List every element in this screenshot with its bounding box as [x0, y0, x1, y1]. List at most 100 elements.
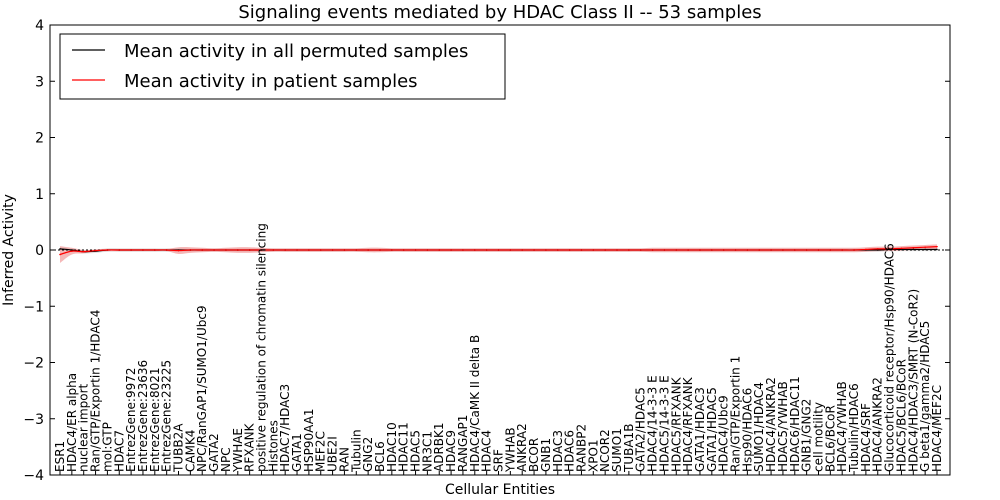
data-point: [154, 249, 156, 251]
x-tick-label: RAN: [337, 447, 351, 472]
data-point: [225, 249, 227, 251]
x-tick-label: RFXANK: [243, 422, 257, 472]
data-point: [651, 249, 654, 251]
data-point: [391, 249, 393, 251]
data-point: [319, 249, 322, 251]
data-point: [142, 249, 144, 251]
data-point: [853, 249, 855, 251]
data-point: [699, 249, 701, 251]
x-tick-label: BCOR: [527, 438, 541, 472]
data-point: [545, 249, 547, 251]
y-tick-label: −3: [23, 412, 44, 428]
data-point: [805, 249, 808, 251]
x-tick-label: Tubulin/HDAC6: [847, 383, 861, 473]
data-point: [722, 249, 725, 251]
data-point: [592, 249, 595, 251]
x-tick-label: SUMO1: [610, 428, 624, 472]
x-tick-label: cell motility: [811, 402, 825, 472]
data-point: [521, 249, 524, 251]
x-tick-label: HDAC5: [409, 430, 423, 472]
data-point: [876, 248, 879, 250]
x-tick-label: HDAC6: [563, 430, 577, 472]
x-tick-label: HDAC5/YWHAB: [776, 381, 790, 472]
x-tick-label: HDAC4/ANKRA2: [871, 377, 885, 472]
data-point: [236, 249, 239, 251]
x-tick-label: HDAC7/HDAC3: [278, 384, 292, 472]
legend-label-patient: Mean activity in patient samples: [124, 71, 418, 92]
legend-box: [59, 33, 506, 100]
data-point: [59, 253, 61, 256]
x-tick-label: HDAC4/RFXANK: [681, 376, 695, 472]
x-tick-label: EntrezGene:8021: [148, 368, 162, 473]
data-point: [936, 248, 938, 251]
data-point: [82, 250, 85, 253]
x-tick-label: BCL6: [373, 441, 387, 472]
data-point: [924, 248, 926, 251]
data-point: [568, 249, 571, 251]
data-point: [59, 248, 61, 250]
x-tick-label: EntrezGene:23636: [136, 360, 150, 472]
x-tick-label: HDAC4/CaMK II delta B: [468, 335, 482, 472]
data-point: [888, 248, 891, 250]
x-tick-label: Glucocorticoid receptor/Hsp90/HDAC6: [883, 243, 897, 472]
data-point: [758, 249, 761, 251]
x-tick-label: MEF2C: [314, 431, 328, 472]
x-tick-label: positive regulation of chromatin silenci…: [254, 223, 268, 472]
data-point: [402, 249, 405, 251]
data-point: [260, 249, 263, 251]
y-tick-label: 3: [35, 74, 44, 90]
x-tick-label: YWHAB: [503, 427, 517, 473]
x-tick-label: HDAC4/ER alpha: [65, 373, 79, 472]
data-point: [711, 249, 713, 251]
x-axis-label: Cellular Entities: [445, 482, 555, 498]
data-point: [829, 249, 832, 251]
x-tick-label: HDAC10: [385, 422, 399, 472]
data-point: [296, 249, 298, 251]
x-tick-label: XPO1: [586, 439, 600, 472]
x-tick-label: NCOR2: [598, 429, 612, 472]
x-tick-label: HDAC5/14-3-3 E: [657, 375, 671, 472]
data-point: [604, 249, 606, 251]
data-point: [580, 249, 583, 251]
x-tick-label: TUBA1B: [622, 424, 636, 473]
x-tick-label: SUMO1/HDAC4: [752, 382, 766, 472]
data-point: [639, 249, 642, 251]
x-tick-label: HDAC4: [480, 430, 494, 472]
y-tick-label: −4: [23, 468, 44, 484]
data-point: [616, 249, 618, 251]
data-point: [556, 249, 559, 251]
data-point: [876, 249, 879, 251]
x-tick-label: HDAC4/MEF2C: [930, 385, 944, 472]
x-tick-label: GATA1/HDAC3: [693, 387, 707, 472]
data-point: [426, 249, 429, 251]
data-point: [462, 249, 464, 251]
data-point: [912, 246, 915, 249]
x-tick-label: ADRBK1: [432, 422, 446, 472]
x-tick-label: RANGAP1: [456, 415, 470, 472]
data-point: [817, 249, 820, 251]
data-point: [201, 249, 204, 251]
x-tick-label: HDAC4/HDAC3/SMRT (N-CoR2): [906, 289, 920, 472]
data-point: [663, 249, 666, 251]
data-point: [533, 249, 535, 251]
y-tick-label: 4: [35, 18, 44, 34]
x-tick-label: TUBB2A: [172, 423, 186, 473]
data-point: [118, 249, 121, 251]
x-tick-label: nuclear import: [77, 383, 91, 472]
x-tick-label: G beta1/gamma2/HDAC5: [918, 321, 932, 472]
y-axis-label: Inferred Activity: [1, 194, 17, 306]
data-point: [367, 249, 369, 251]
x-tick-label: GNB1: [539, 438, 553, 472]
data-point: [94, 249, 97, 252]
data-point: [509, 249, 512, 251]
y-tick-label: 2: [35, 131, 44, 147]
data-point: [71, 250, 73, 252]
x-tick-label: ESR1: [53, 441, 67, 472]
data-point: [130, 249, 132, 251]
x-tick-label: Hsp90/HDAC6: [740, 388, 754, 472]
x-tick-label: UBE2I: [326, 436, 340, 472]
x-tick-label: HDAC4/ANKRA2: [764, 377, 778, 472]
x-tick-label: Tubulin: [349, 429, 363, 473]
x-tick-label: Ran/GTP/Exportin 1/HDAC4: [89, 310, 103, 472]
data-point: [343, 249, 346, 251]
